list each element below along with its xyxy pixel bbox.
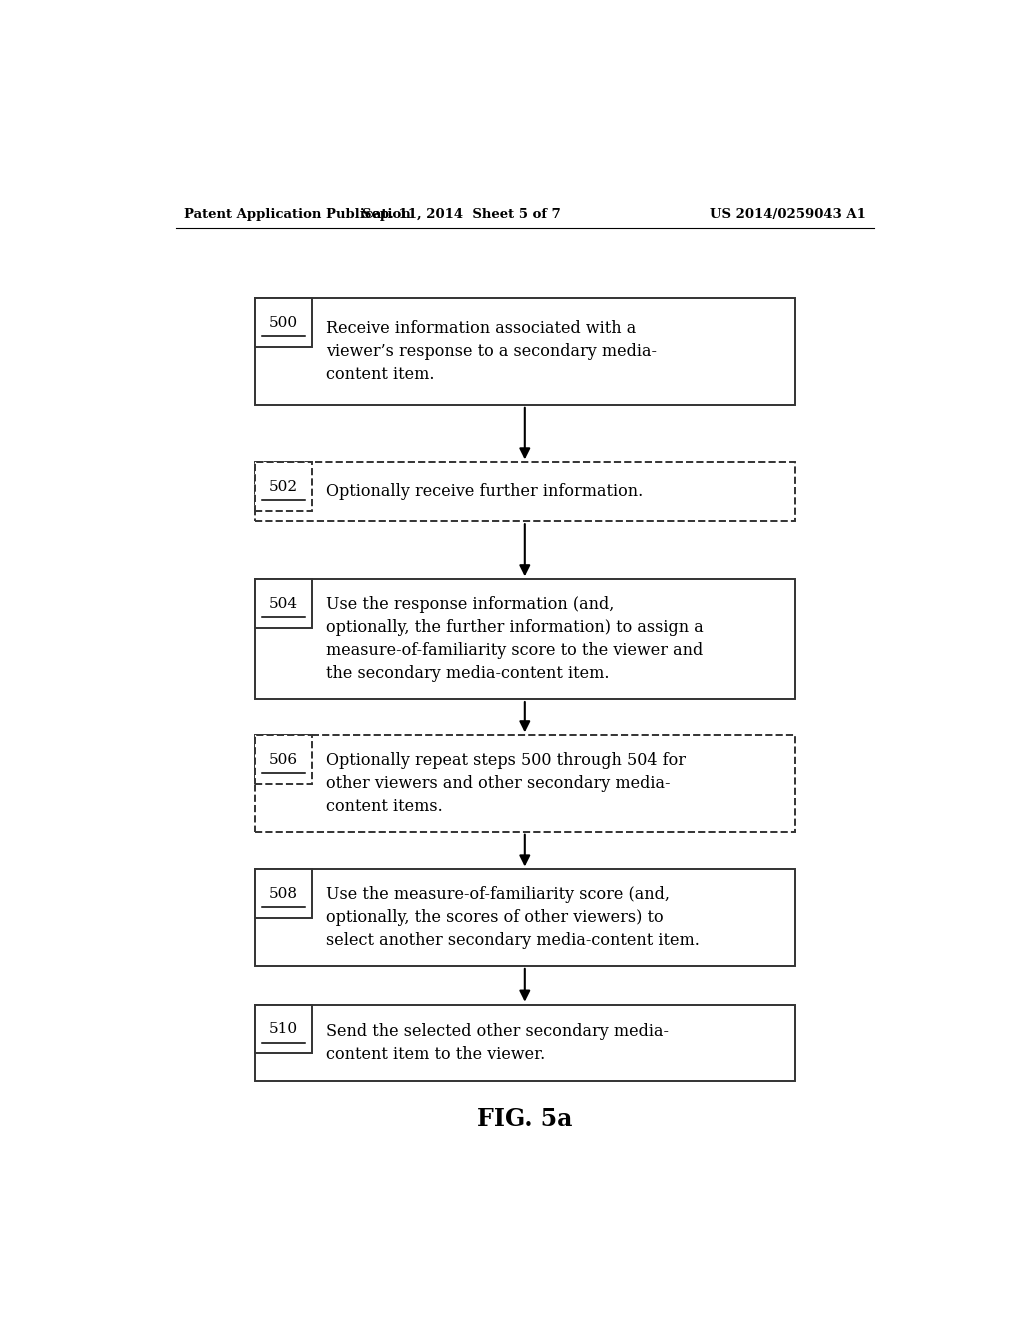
Text: Optionally receive further information.: Optionally receive further information. <box>327 483 644 500</box>
FancyBboxPatch shape <box>255 1005 312 1053</box>
Text: Patent Application Publication: Patent Application Publication <box>183 207 411 220</box>
FancyBboxPatch shape <box>255 579 795 700</box>
Text: 500: 500 <box>269 315 298 330</box>
Text: 508: 508 <box>269 887 298 900</box>
FancyBboxPatch shape <box>255 462 795 521</box>
Text: US 2014/0259043 A1: US 2014/0259043 A1 <box>711 207 866 220</box>
Text: FIG. 5a: FIG. 5a <box>477 1107 572 1131</box>
Text: 504: 504 <box>269 597 298 611</box>
FancyBboxPatch shape <box>255 1005 795 1081</box>
FancyBboxPatch shape <box>255 870 312 919</box>
Text: 502: 502 <box>269 479 298 494</box>
FancyBboxPatch shape <box>255 298 795 405</box>
Text: Optionally repeat steps 500 through 504 for
other viewers and other secondary me: Optionally repeat steps 500 through 504 … <box>327 752 686 814</box>
FancyBboxPatch shape <box>255 735 795 832</box>
FancyBboxPatch shape <box>255 462 312 511</box>
Text: 510: 510 <box>269 1022 298 1036</box>
Text: Use the measure-of-familiarity score (and,
optionally, the scores of other viewe: Use the measure-of-familiarity score (an… <box>327 886 700 949</box>
Text: Receive information associated with a
viewer’s response to a secondary media-
co: Receive information associated with a vi… <box>327 321 657 383</box>
Text: 506: 506 <box>269 752 298 767</box>
Text: Send the selected other secondary media-
content item to the viewer.: Send the selected other secondary media-… <box>327 1023 670 1063</box>
Text: Use the response information (and,
optionally, the further information) to assig: Use the response information (and, optio… <box>327 597 705 682</box>
FancyBboxPatch shape <box>255 579 312 628</box>
Text: Sep. 11, 2014  Sheet 5 of 7: Sep. 11, 2014 Sheet 5 of 7 <box>361 207 561 220</box>
FancyBboxPatch shape <box>255 735 312 784</box>
FancyBboxPatch shape <box>255 870 795 966</box>
FancyBboxPatch shape <box>255 298 312 347</box>
